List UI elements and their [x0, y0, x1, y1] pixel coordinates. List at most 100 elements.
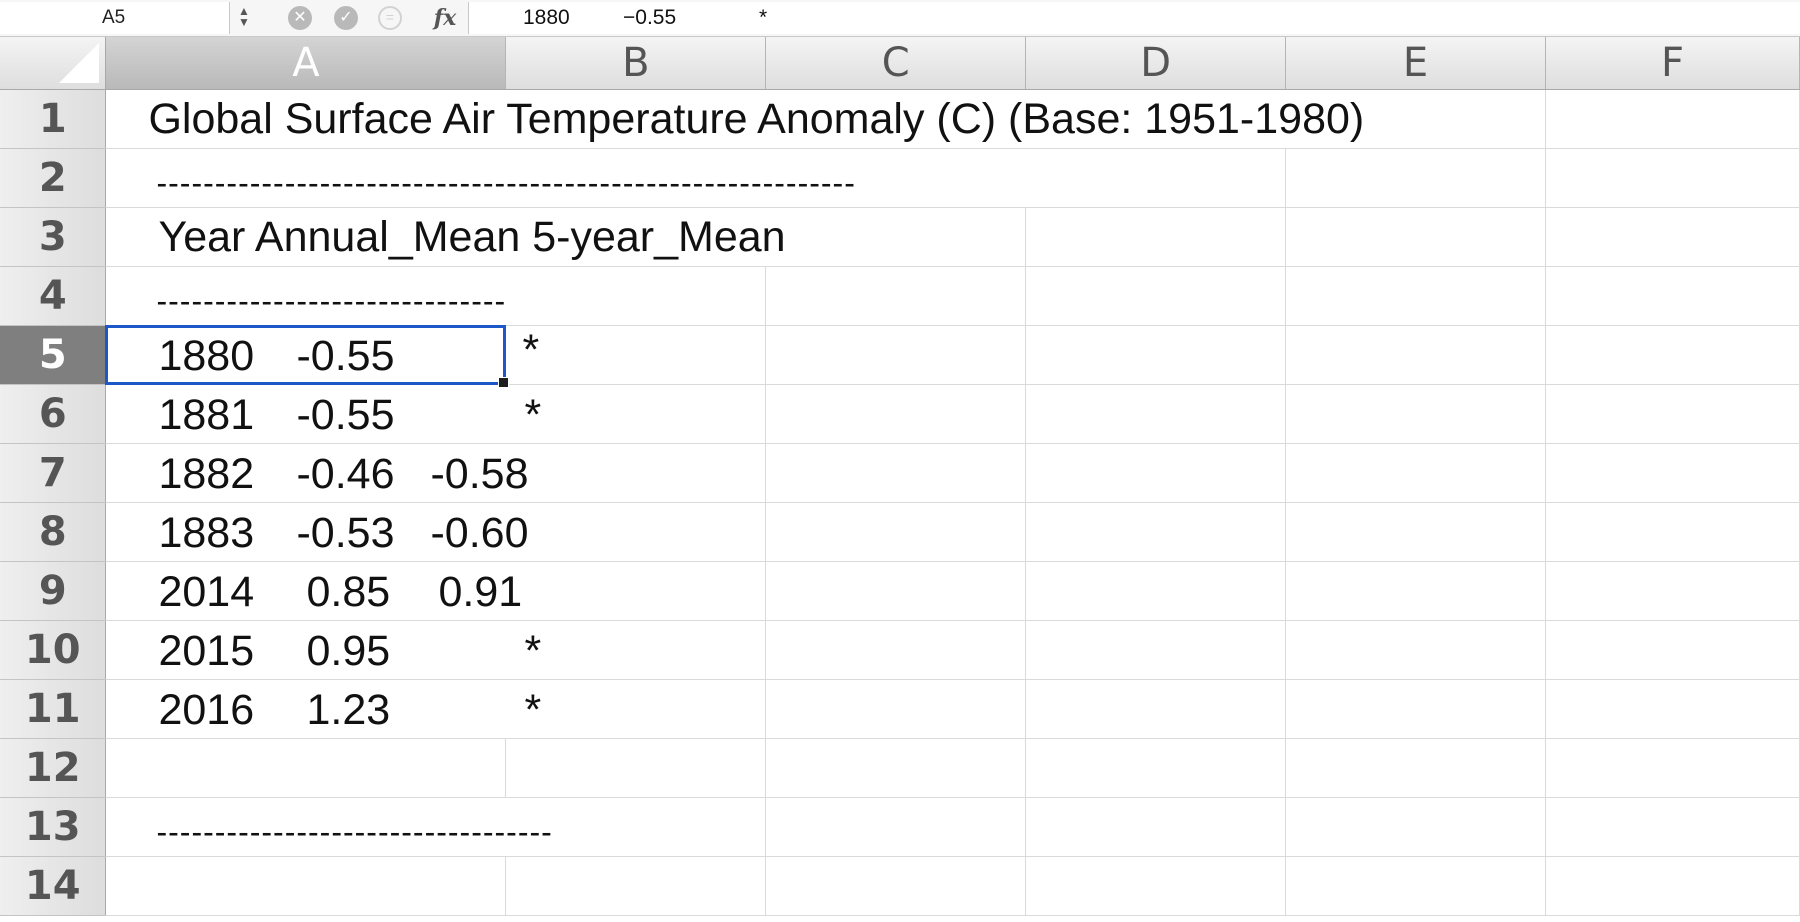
up-down-arrows-icon[interactable]: ▲ ▼ [238, 4, 250, 29]
cell-c1[interactable] [765, 89, 1026, 149]
column-header-c[interactable]: C [765, 37, 1027, 90]
select-all-corner[interactable] [0, 37, 107, 90]
enter-checkmark-icon[interactable]: ✓ [334, 6, 358, 30]
cell-c3[interactable] [765, 207, 1027, 267]
cell-f8[interactable] [1545, 502, 1800, 562]
row-header-13[interactable]: 13 [0, 797, 107, 857]
cell-d5[interactable] [1025, 325, 1287, 385]
row-header-5[interactable]: 5 [0, 325, 107, 385]
cell-d9[interactable] [1025, 561, 1287, 621]
cell-f13[interactable] [1545, 797, 1800, 857]
cell-b1[interactable] [505, 89, 766, 149]
row-header-2[interactable]: 2 [0, 148, 107, 208]
cell-e12[interactable] [1285, 738, 1547, 798]
cell-a6[interactable]: 1881 -0.55 * [105, 384, 541, 444]
cell-b8[interactable] [505, 502, 767, 562]
cell-a13[interactable]: ---------------------------------- [105, 797, 552, 857]
cell-e1[interactable] [1285, 89, 1547, 149]
row-header-11[interactable]: 11 [0, 679, 107, 739]
cell-d11[interactable] [1025, 679, 1287, 739]
cell-e2[interactable] [1285, 148, 1547, 208]
cell-d1[interactable] [1025, 89, 1286, 149]
cell-c4[interactable] [765, 266, 1027, 326]
column-header-e[interactable]: E [1285, 37, 1547, 90]
cell-f7[interactable] [1545, 443, 1800, 503]
cell-c14[interactable] [765, 856, 1027, 916]
cell-b9[interactable] [505, 561, 767, 621]
cell-b14[interactable] [505, 856, 767, 916]
row-header-7[interactable]: 7 [0, 443, 107, 503]
row-header-8[interactable]: 8 [0, 502, 107, 562]
cell-c7[interactable] [765, 443, 1027, 503]
cell-c8[interactable] [765, 502, 1027, 562]
cell-a10[interactable]: 2015 0.95 * [105, 620, 541, 680]
cell-a14[interactable] [105, 856, 507, 916]
cell-a11[interactable]: 2016 1.23 * [105, 679, 541, 739]
row-header-12[interactable]: 12 [0, 738, 107, 798]
cell-a3[interactable]: Year Annual_Mean 5-year_Mean [105, 207, 786, 267]
cell-a12[interactable] [105, 738, 507, 798]
cell-e11[interactable] [1285, 679, 1547, 739]
cell-b5[interactable] [505, 325, 767, 385]
cell-e7[interactable] [1285, 443, 1547, 503]
cancel-icon[interactable]: ✕ [288, 6, 312, 30]
column-header-b[interactable]: B [505, 37, 767, 90]
row-header-6[interactable]: 6 [0, 384, 107, 444]
cell-c6[interactable] [765, 384, 1027, 444]
cell-e13[interactable] [1285, 797, 1547, 857]
cell-e10[interactable] [1285, 620, 1547, 680]
cell-a9[interactable]: 2014 0.85 0.91 [105, 561, 522, 621]
cell-e9[interactable] [1285, 561, 1547, 621]
cell-c11[interactable] [765, 679, 1027, 739]
cell-c5[interactable] [765, 325, 1027, 385]
formula-input[interactable]: 1880 −0.55 * [468, 2, 1800, 34]
cell-d4[interactable] [1025, 266, 1287, 326]
cell-f10[interactable] [1545, 620, 1800, 680]
cell-d14[interactable] [1025, 856, 1287, 916]
function-icon[interactable]: = [378, 6, 402, 30]
cell-d2[interactable] [1025, 148, 1287, 208]
cell-a7[interactable]: 1882 -0.46 -0.58 [105, 443, 528, 503]
cell-f6[interactable] [1545, 384, 1800, 444]
row-header-9[interactable]: 9 [0, 561, 107, 621]
cell-c9[interactable] [765, 561, 1027, 621]
column-header-f[interactable]: F [1545, 37, 1800, 90]
cell-c10[interactable] [765, 620, 1027, 680]
cell-b3[interactable] [505, 207, 766, 267]
cell-e5[interactable] [1285, 325, 1547, 385]
cell-f5[interactable] [1545, 325, 1800, 385]
cell-a4[interactable]: ------------------------------ [105, 266, 506, 326]
row-header-14[interactable]: 14 [0, 856, 107, 916]
cell-d12[interactable] [1025, 738, 1287, 798]
cell-c12[interactable] [765, 738, 1027, 798]
name-box[interactable]: A5 [0, 2, 230, 34]
row-header-1[interactable]: 1 [0, 89, 107, 149]
cell-f1[interactable] [1545, 89, 1800, 149]
cell-f2[interactable] [1545, 148, 1800, 208]
cell-e14[interactable] [1285, 856, 1547, 916]
cell-b11[interactable] [505, 679, 767, 739]
cell-f3[interactable] [1545, 207, 1800, 267]
cell-d13[interactable] [1025, 797, 1287, 857]
cell-f11[interactable] [1545, 679, 1800, 739]
row-header-4[interactable]: 4 [0, 266, 107, 326]
cell-b6[interactable] [505, 384, 767, 444]
cell-a8[interactable]: 1883 -0.53 -0.60 [105, 502, 528, 562]
column-header-a[interactable]: A [105, 37, 507, 90]
row-header-10[interactable]: 10 [0, 620, 107, 680]
fx-button[interactable]: fx [433, 5, 457, 31]
cell-a2[interactable]: ----------------------------------------… [105, 148, 855, 208]
cell-c2[interactable] [765, 148, 1026, 208]
cell-b10[interactable] [505, 620, 767, 680]
cell-c13[interactable] [765, 797, 1027, 857]
column-header-d[interactable]: D [1025, 37, 1287, 90]
cell-b12[interactable] [505, 738, 767, 798]
cell-d8[interactable] [1025, 502, 1287, 562]
cell-e6[interactable] [1285, 384, 1547, 444]
cell-e4[interactable] [1285, 266, 1547, 326]
cell-d6[interactable] [1025, 384, 1287, 444]
cell-f9[interactable] [1545, 561, 1800, 621]
cell-a1[interactable]: Global Surface Air Temperature Anomaly (… [105, 89, 1364, 149]
cell-b2[interactable] [505, 148, 766, 208]
cell-b4[interactable] [505, 266, 767, 326]
